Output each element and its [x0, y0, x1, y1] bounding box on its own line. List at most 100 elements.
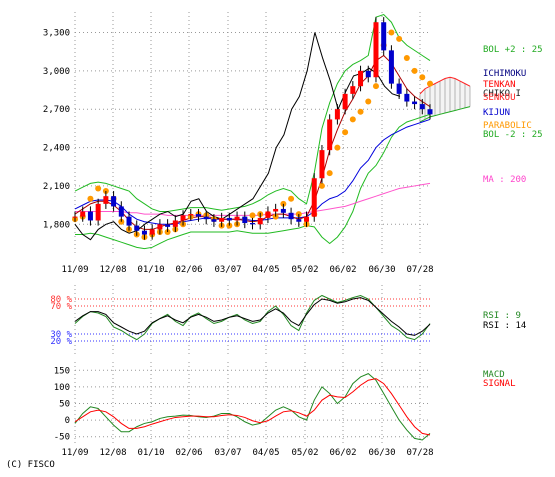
legend-label: CHIKO I: [483, 89, 521, 99]
parabolic-dot: [326, 170, 333, 177]
candle-body: [111, 196, 117, 207]
parabolic-dot: [349, 116, 356, 123]
candle-body: [103, 196, 109, 204]
candle-body: [373, 22, 379, 78]
candle-body: [203, 216, 209, 220]
parabolic-dot: [249, 212, 256, 219]
candle-body: [365, 70, 371, 78]
parabolic-dot: [396, 35, 403, 42]
candle-body: [296, 219, 302, 222]
candle-body: [311, 178, 317, 217]
candle-body: [250, 223, 255, 225]
candle-body: [412, 101, 418, 105]
x-tick-label: 11/09: [61, 265, 88, 275]
series-line: [74, 118, 431, 225]
candle-body: [327, 119, 333, 151]
legend-label: SENKOU: [483, 93, 516, 103]
rsi-legend-label: RSI : 14: [483, 321, 526, 331]
candle-body: [342, 93, 348, 110]
parabolic-dot: [334, 144, 341, 151]
parabolic-dot: [87, 195, 94, 202]
rsi-tick-label: 80 %: [50, 295, 72, 305]
candle-body: [388, 50, 394, 84]
copyright-text: (C) FISCO: [6, 460, 55, 470]
y-tick-label: 2,100: [43, 182, 70, 192]
candle-body: [304, 216, 310, 222]
candle-body: [211, 219, 217, 222]
candle-body: [358, 70, 364, 87]
x-tick-label: 05/02: [291, 448, 318, 458]
macd-tick-label: 150: [54, 366, 70, 376]
candle-body: [180, 215, 186, 221]
candle-body: [273, 208, 279, 212]
parabolic-dot: [318, 182, 325, 189]
series-line: [74, 32, 401, 241]
candle-body: [188, 214, 194, 216]
x-tick-label: 06/30: [368, 448, 395, 458]
candle-body: [334, 109, 340, 120]
macd-tick-label: -50: [54, 433, 70, 443]
candle-body: [319, 150, 325, 179]
x-tick-label: 01/10: [137, 265, 164, 275]
series-line: [75, 113, 431, 250]
x-tick-label: 02/06: [175, 448, 202, 458]
y-tick-label: 2,400: [43, 144, 70, 154]
rsi-tick-label: 20 %: [50, 337, 72, 347]
candle-body: [419, 104, 425, 110]
parabolic-dot: [342, 129, 349, 136]
candle-body: [172, 220, 178, 227]
candle-body: [396, 83, 402, 94]
x-tick-label: 04/05: [252, 448, 279, 458]
candle-body: [404, 93, 410, 102]
legend-label: KIJUN: [483, 108, 510, 118]
parabolic-dot: [427, 80, 433, 87]
y-tick-label: 1,800: [43, 220, 70, 230]
candle-body: [195, 214, 201, 217]
candle-body: [350, 86, 356, 94]
parabolic-dot: [419, 74, 426, 81]
y-tick-label: 2,700: [43, 105, 70, 115]
cloud-lower-line: [419, 106, 471, 123]
candle-body: [234, 216, 240, 221]
x-tick-label: 06/02: [329, 448, 356, 458]
candle-body: [134, 225, 140, 231]
cloud-upper-line: [419, 76, 471, 95]
macd-legend-label: MACD: [483, 370, 505, 380]
x-tick-label: 04/05: [252, 265, 279, 275]
candle-body: [157, 224, 163, 230]
macd-line: [74, 378, 431, 436]
rsi-tick-label: 30 %: [50, 330, 72, 340]
x-tick-label: 02/06: [175, 265, 202, 275]
series-line: [74, 13, 431, 213]
rsi-line: [74, 294, 431, 341]
candle-body: [72, 216, 78, 218]
candle-body: [288, 212, 294, 220]
y-tick-label: 3,000: [43, 67, 70, 77]
macd-tick-label: 100: [54, 383, 70, 393]
parabolic-dot: [388, 29, 395, 36]
legend-label: ICHIMOKU: [483, 69, 526, 79]
candle-body: [280, 208, 286, 213]
x-tick-label: 03/07: [214, 265, 241, 275]
parabolic-dot: [372, 83, 379, 90]
legend-label: TENKAN: [483, 80, 516, 90]
parabolic-dot: [95, 185, 102, 192]
rsi-tick-label: 70 %: [50, 302, 72, 312]
macd-line: [74, 373, 431, 441]
rsi-legend-label: RSI : 9: [483, 311, 521, 321]
parabolic-dot: [288, 195, 295, 202]
candle-body: [219, 217, 225, 222]
candle-body: [126, 216, 132, 226]
legend-label: BOL -2 : 25: [483, 130, 543, 140]
candle-body: [141, 230, 147, 235]
parabolic-dot: [411, 67, 418, 74]
parabolic-dot: [403, 55, 410, 62]
x-tick-label: 07/28: [406, 448, 433, 458]
x-tick-label: 05/02: [291, 265, 318, 275]
parabolic-dot: [357, 108, 364, 115]
candle-body: [80, 211, 86, 217]
candle-body: [427, 109, 433, 115]
parabolic-dot: [365, 98, 372, 105]
candle-body: [226, 217, 232, 221]
